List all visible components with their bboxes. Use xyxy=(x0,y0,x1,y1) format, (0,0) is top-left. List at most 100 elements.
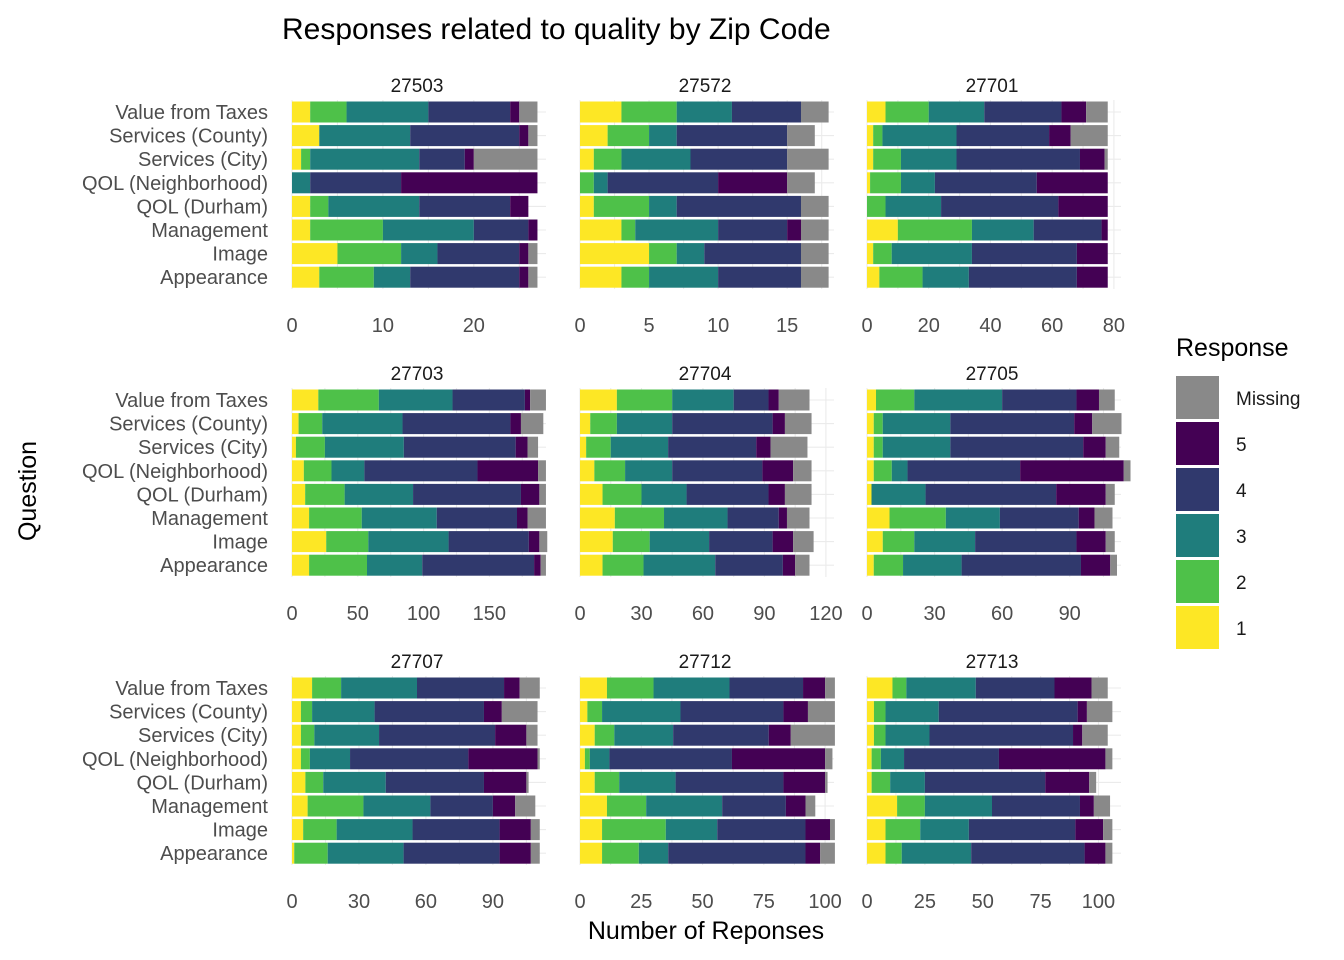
x-tick-label: 100 xyxy=(407,603,440,625)
bar-segment xyxy=(717,819,806,841)
bar-segment xyxy=(718,219,788,241)
bar-segment xyxy=(778,389,810,411)
bar-segment xyxy=(594,724,615,746)
bar-segment xyxy=(337,243,402,265)
bar-segment xyxy=(1054,677,1092,699)
bar-segment xyxy=(477,460,539,482)
bar-segment xyxy=(519,101,538,123)
bar-segment xyxy=(928,101,985,123)
y-tick-label: Appearance xyxy=(160,267,268,289)
bar-segment xyxy=(580,677,607,699)
bar-segment xyxy=(292,101,311,123)
bar-segment xyxy=(934,172,1037,194)
bar-segment xyxy=(975,677,1055,699)
bar-segment xyxy=(903,554,962,576)
bar-segment xyxy=(807,701,835,723)
legend-item: Missing xyxy=(1176,376,1300,419)
bar-segment xyxy=(649,195,677,217)
bars xyxy=(867,389,1131,576)
bar-segment xyxy=(580,771,595,793)
bar-segment xyxy=(1086,101,1108,123)
bar-segment xyxy=(510,101,520,123)
bar-segment xyxy=(300,701,313,723)
bar-segment xyxy=(1092,413,1122,435)
x-tick-label: 0 xyxy=(574,891,585,913)
bar-segment xyxy=(580,724,595,746)
bar-segment xyxy=(300,748,310,770)
bar-segment xyxy=(527,436,539,458)
bar-segment xyxy=(787,148,829,170)
bar-segment xyxy=(580,101,622,123)
bar-segment xyxy=(870,172,901,194)
bar-segment xyxy=(1083,436,1106,458)
bar-segment xyxy=(586,436,611,458)
bar-segment xyxy=(584,748,590,770)
legend-label: 3 xyxy=(1236,527,1247,548)
x-tick-label: 0 xyxy=(286,315,297,337)
bar-segment xyxy=(890,771,925,793)
y-tick-label: QOL (Neighborhood) xyxy=(82,173,268,195)
bar-segment xyxy=(1058,195,1108,217)
bar-segment xyxy=(892,677,907,699)
bar-segment xyxy=(1123,460,1131,482)
bar-segment xyxy=(492,795,516,817)
bar-segment xyxy=(867,266,880,288)
bar-segment xyxy=(1036,172,1108,194)
x-tick-label: 60 xyxy=(415,891,437,913)
bar-segment xyxy=(873,460,892,482)
x-tick-label: 0 xyxy=(574,603,585,625)
bar-segment xyxy=(528,266,538,288)
bar-segment xyxy=(379,724,496,746)
bar-segment xyxy=(638,842,669,864)
bar-segment xyxy=(873,148,901,170)
bar-segment xyxy=(609,748,732,770)
bar-segment xyxy=(731,101,801,123)
x-tick-label: 50 xyxy=(972,891,994,913)
bar-segment xyxy=(517,507,528,529)
x-tick-label: 20 xyxy=(463,315,485,337)
bar-segment xyxy=(341,677,417,699)
bar-segment xyxy=(1079,148,1105,170)
bar-segment xyxy=(800,243,829,265)
x-tick-label: 15 xyxy=(776,315,798,337)
bar-segment xyxy=(327,842,404,864)
bar-segment xyxy=(520,413,544,435)
x-tick-label: 75 xyxy=(1029,891,1051,913)
x-tick-label: 150 xyxy=(473,603,506,625)
bar-segment xyxy=(873,125,883,147)
bars xyxy=(867,677,1113,864)
bar-segment xyxy=(374,701,484,723)
bar-segment xyxy=(519,266,529,288)
bar-segment xyxy=(580,531,613,553)
bar-segment xyxy=(292,507,310,529)
bar-segment xyxy=(1074,413,1093,435)
bar-segment xyxy=(328,195,420,217)
bar-segment xyxy=(526,771,529,793)
legend-item: 2 xyxy=(1176,560,1247,603)
bar-segment xyxy=(1076,531,1106,553)
bar-segment xyxy=(992,795,1080,817)
bar-segment xyxy=(950,413,1075,435)
legend-title: Response xyxy=(1176,334,1289,362)
panel-27704: 27704 0 30 60 90 120 xyxy=(574,364,842,625)
bar-segment xyxy=(1076,389,1099,411)
bar-segment xyxy=(530,819,540,841)
bar-segment xyxy=(873,413,883,435)
facet-label: 27713 xyxy=(966,652,1019,673)
bar-segment xyxy=(920,819,969,841)
bars xyxy=(292,101,538,288)
legend-item: 5 xyxy=(1176,422,1247,465)
legend-item: 1 xyxy=(1176,606,1247,649)
x-tick-label: 30 xyxy=(348,891,370,913)
bar-segment xyxy=(873,243,892,265)
bar-segment xyxy=(473,219,529,241)
bar-segment xyxy=(587,701,603,723)
legend-swatch xyxy=(1176,514,1219,557)
bar-segment xyxy=(314,724,380,746)
bar-segment xyxy=(649,243,677,265)
bar-segment xyxy=(292,148,302,170)
bar-segment xyxy=(635,219,719,241)
bar-segment xyxy=(614,724,674,746)
bar-segment xyxy=(998,748,1106,770)
